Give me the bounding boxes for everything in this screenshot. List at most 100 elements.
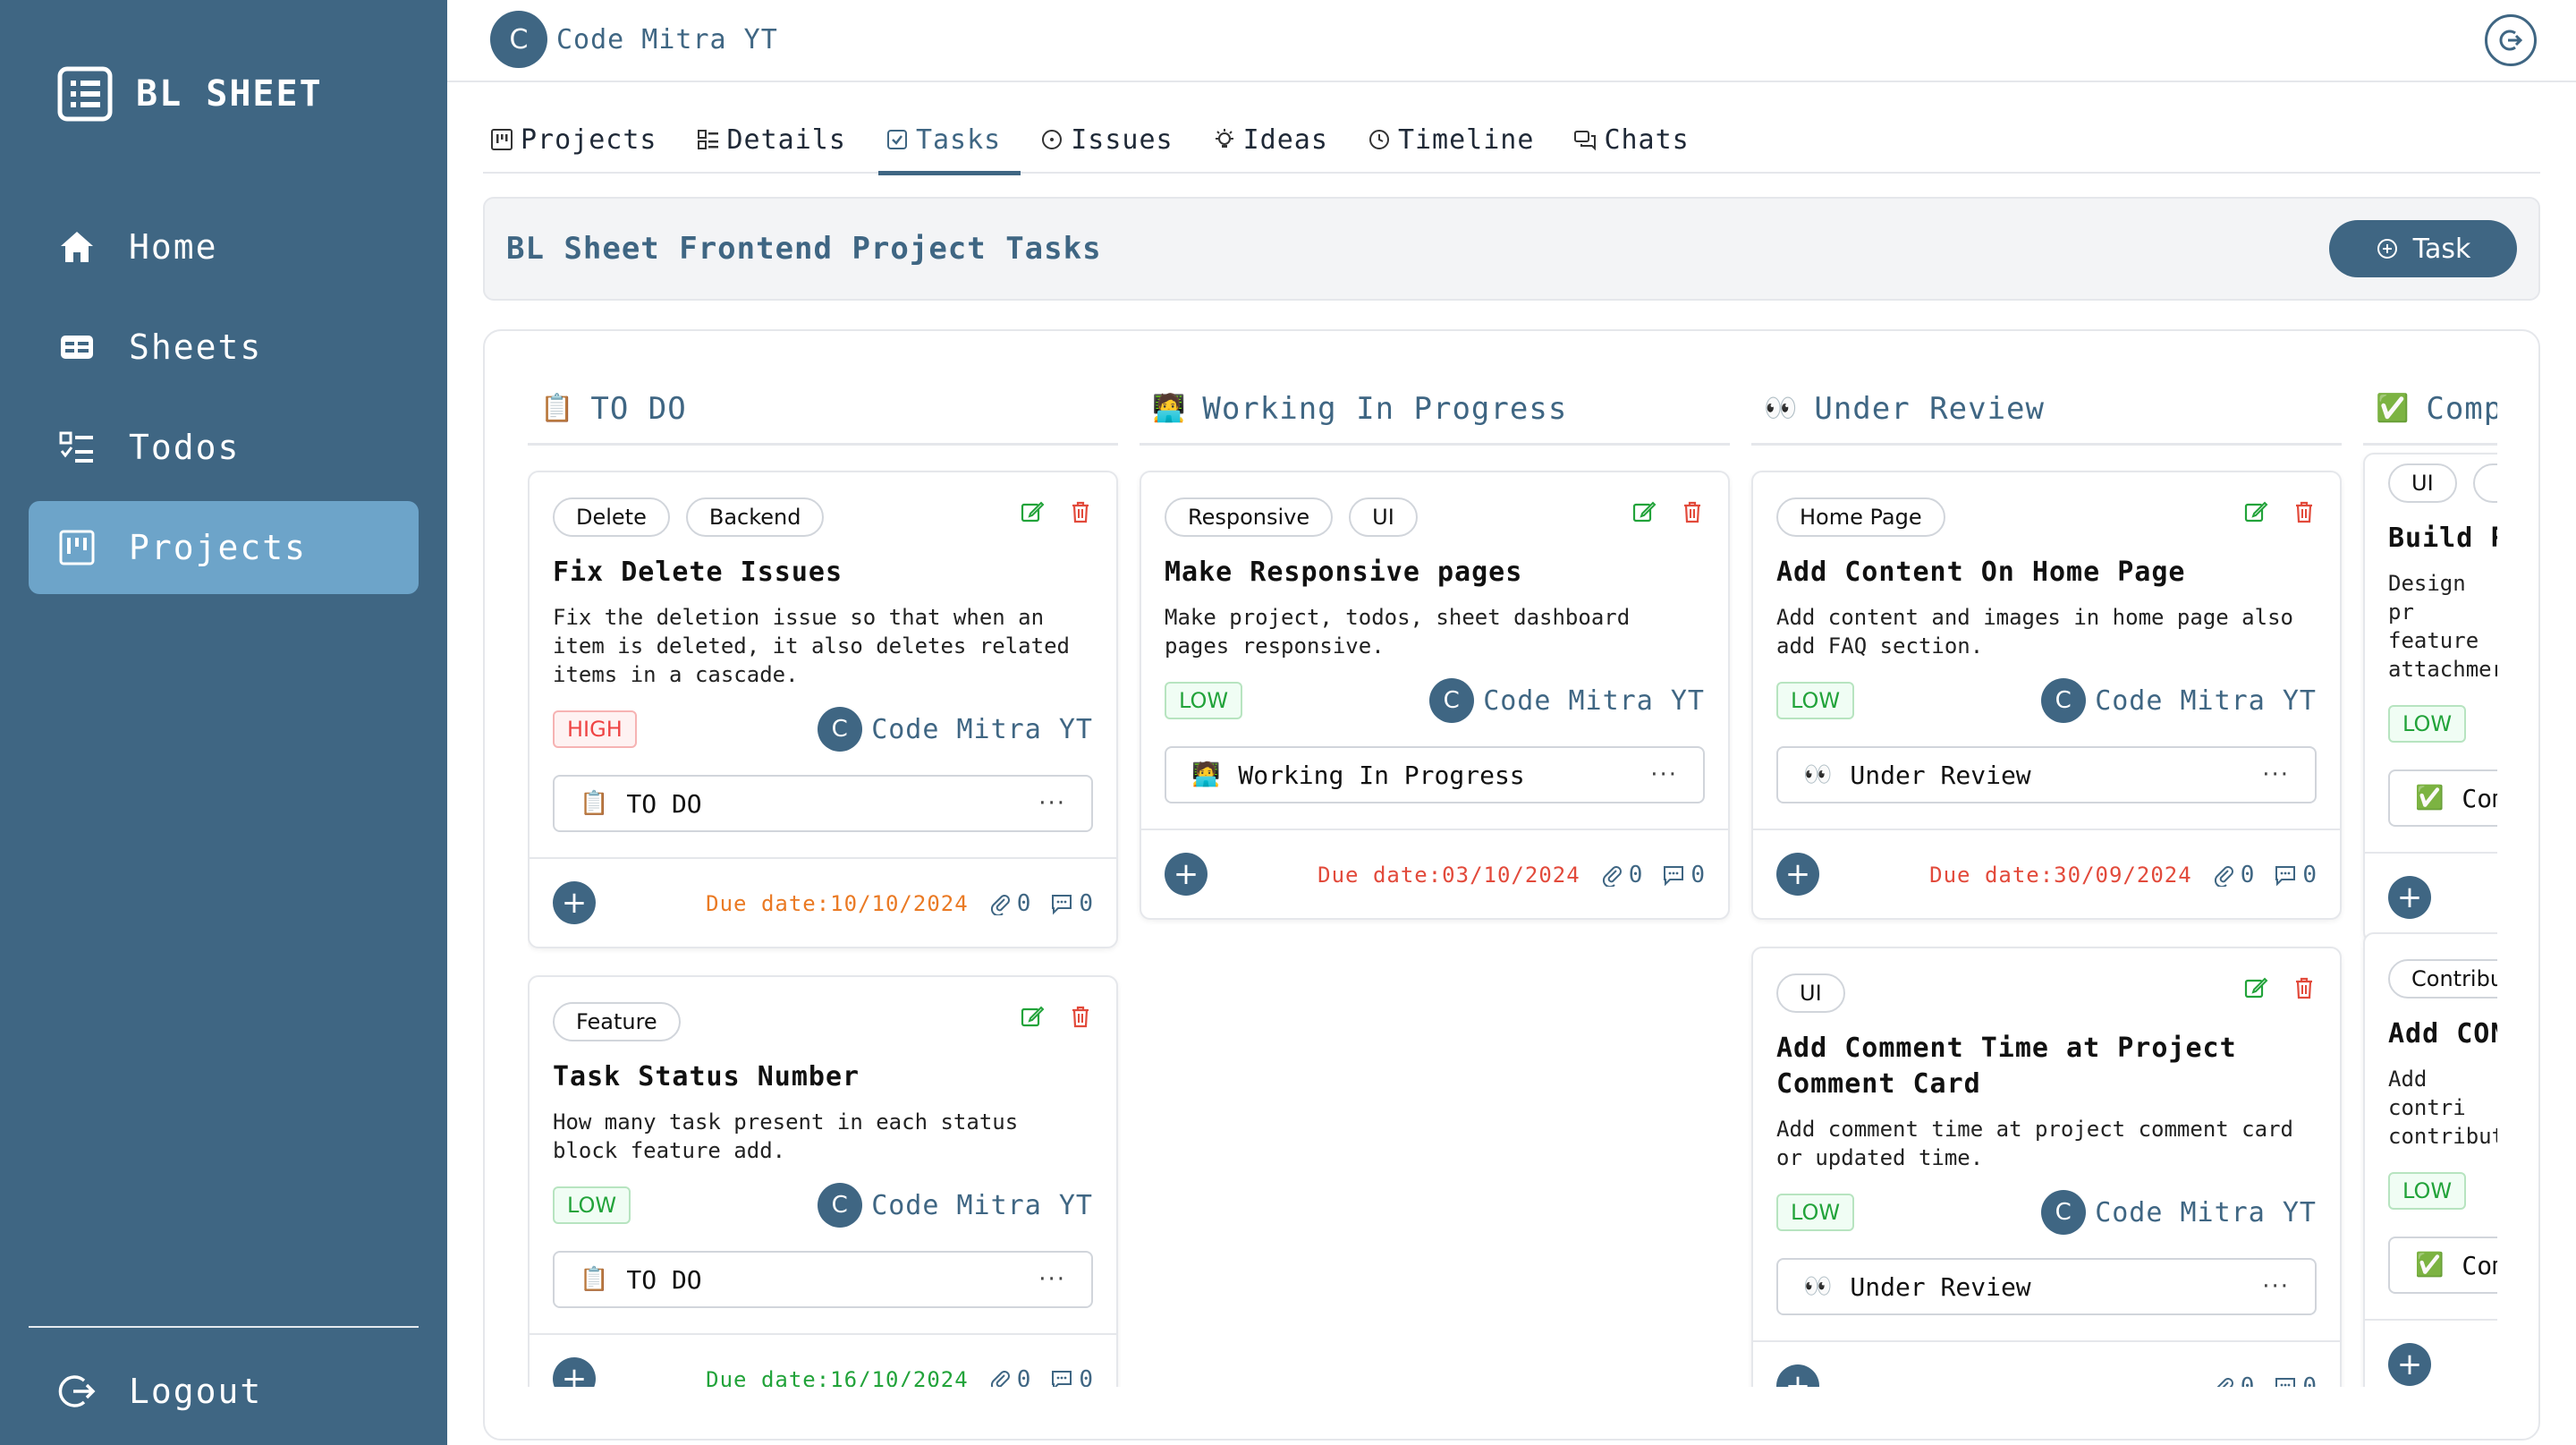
tab-details[interactable]: Details — [690, 106, 866, 174]
status-value: Com — [2462, 783, 2497, 813]
attachment-count[interactable]: 0 — [2212, 1373, 2254, 1387]
task-description: Design pr feature attachmer — [2388, 571, 2497, 682]
task-card[interactable]: Contribu Add CON Add contri contribut LO… — [2363, 932, 2497, 1387]
priority-badge: LOW — [553, 1186, 631, 1224]
assignee[interactable]: C Code Mitra YT — [2041, 678, 2317, 723]
main-content: C Code Mitra YT Projects Details Tasks I… — [447, 0, 2576, 1445]
brand-name: BL SHEET — [136, 73, 323, 115]
tab-label: Tasks — [915, 123, 1002, 156]
add-subtask-button[interactable]: + — [1776, 1364, 1819, 1387]
status-select[interactable]: 📋 TO DO ··· — [553, 775, 1093, 832]
comment-count[interactable]: 0 — [1050, 1366, 1093, 1387]
tasks-header: BL Sheet Frontend Project Tasks Task — [483, 197, 2540, 301]
logout-button[interactable]: Logout — [57, 1360, 262, 1423]
tab-label: Timeline — [1397, 123, 1535, 156]
sidebar-item-sheets[interactable]: Sheets — [29, 301, 419, 394]
tab-projects[interactable]: Projects — [483, 106, 677, 174]
assignee[interactable]: C Code Mitra YT — [818, 707, 1093, 752]
eyes-icon: 👀 — [1803, 1273, 1833, 1300]
projects-icon — [59, 530, 95, 565]
sheet-logo-icon — [57, 66, 113, 122]
tag-pill: Feature — [553, 1002, 681, 1041]
tab-timeline[interactable]: Timeline — [1360, 106, 1555, 174]
avatar: C — [818, 1183, 863, 1228]
task-card[interactable]: Delete Backend Fix Delete Issues Fix the… — [528, 471, 1118, 948]
edit-icon[interactable] — [1631, 499, 1657, 524]
topbar: C Code Mitra YT — [447, 0, 2576, 82]
exit-icon — [2499, 30, 2523, 51]
task-description: Add content and images in home page also… — [1776, 605, 2293, 659]
task-card[interactable]: UI Add Comment Time at Project Comment C… — [1751, 947, 2342, 1387]
assignee-name: Code Mitra YT — [871, 713, 1093, 745]
comment-count[interactable]: 0 — [1662, 862, 1705, 888]
user-chip[interactable]: C Code Mitra YT — [490, 11, 778, 68]
add-subtask-button[interactable]: + — [553, 881, 596, 924]
brand[interactable]: BL SHEET — [57, 66, 323, 122]
assignee-name: Code Mitra YT — [871, 1189, 1093, 1221]
add-subtask-button[interactable]: + — [553, 1357, 596, 1387]
attachment-count[interactable]: 0 — [988, 890, 1030, 917]
attachment-count[interactable]: 0 — [1600, 862, 1642, 888]
status-select[interactable]: ✅ Com — [2388, 1237, 2497, 1294]
check-mark-icon: ✅ — [2415, 785, 2445, 812]
add-subtask-button[interactable]: + — [1165, 853, 1208, 896]
edit-icon[interactable] — [2243, 499, 2268, 524]
task-card[interactable]: UI I Build P Design pr feature attachmer… — [2363, 453, 2497, 943]
attachment-count[interactable]: 0 — [988, 1366, 1030, 1387]
comment-count[interactable]: 0 — [1050, 890, 1093, 917]
tab-label: Details — [726, 123, 846, 156]
sidebar-item-todos[interactable]: Todos — [29, 401, 419, 494]
assignee[interactable]: C Code Mitra YT — [818, 1183, 1093, 1228]
status-select[interactable]: 📋 TO DO ··· — [553, 1251, 1093, 1308]
edit-icon[interactable] — [1020, 499, 1045, 524]
comment-count[interactable]: 0 — [2274, 862, 2317, 888]
clipboard-icon: 📋 — [580, 1266, 609, 1293]
add-task-button[interactable]: Task — [2329, 220, 2517, 277]
tag-pill: Contribu — [2388, 959, 2497, 999]
eyes-icon: 👀 — [1764, 393, 1799, 424]
column-header: ✅ Compl — [2363, 374, 2497, 446]
task-description: Add comment time at project comment card… — [1776, 1117, 2293, 1170]
status-select[interactable]: 🧑‍💻 Working In Progress ··· — [1165, 746, 1705, 803]
task-card[interactable]: Feature Task Status Number How many task… — [528, 975, 1118, 1387]
sidebar-item-projects[interactable]: Projects — [29, 501, 419, 594]
tag-pill: Delete — [553, 497, 670, 537]
tag-pill: I — [2472, 463, 2497, 503]
status-value: Com — [2462, 1250, 2497, 1280]
edit-icon[interactable] — [1020, 1004, 1045, 1029]
status-value: Working In Progress — [1238, 760, 1525, 790]
add-subtask-button[interactable]: + — [2388, 876, 2431, 919]
delete-icon[interactable] — [1680, 499, 1705, 524]
exit-button[interactable] — [2485, 14, 2537, 66]
task-card[interactable]: Home Page Add Content On Home Page Add c… — [1751, 471, 2342, 920]
status-select[interactable]: 👀 Under Review ··· — [1776, 746, 2317, 803]
add-subtask-button[interactable]: + — [2388, 1343, 2431, 1386]
tab-tasks[interactable]: Tasks — [877, 106, 1021, 175]
tab-issues[interactable]: Issues — [1033, 106, 1192, 174]
status-select[interactable]: ✅ Com — [2388, 769, 2497, 827]
sidebar-item-home[interactable]: Home — [29, 200, 419, 293]
clipboard-icon: 📋 — [540, 393, 575, 424]
tab-ideas[interactable]: Ideas — [1206, 106, 1348, 174]
delete-icon[interactable] — [2292, 975, 2317, 1000]
task-title: Fix Delete Issues — [553, 557, 843, 588]
delete-icon[interactable] — [2292, 499, 2317, 524]
assignee[interactable]: C Code Mitra YT — [1429, 678, 1705, 723]
delete-icon[interactable] — [1068, 1004, 1093, 1029]
status-value: TO DO — [626, 1264, 702, 1295]
comment-count[interactable]: 0 — [2274, 1373, 2317, 1387]
sheets-icon — [61, 336, 93, 359]
add-subtask-button[interactable]: + — [1776, 853, 1819, 896]
attachment-count[interactable]: 0 — [2212, 862, 2254, 888]
task-card[interactable]: Responsive UI Make Responsive pages Make… — [1140, 471, 1730, 920]
tab-chats[interactable]: Chats — [1566, 106, 1708, 174]
column-header: 📋 TO DO — [528, 374, 1118, 446]
task-description: Make project, todos, sheet dashboard pag… — [1165, 605, 1631, 659]
avatar: C — [2041, 678, 2087, 723]
assignee[interactable]: C Code Mitra YT — [2041, 1190, 2317, 1235]
eyes-icon: 👀 — [1803, 761, 1833, 788]
edit-icon[interactable] — [2243, 975, 2268, 1000]
status-select[interactable]: 👀 Under Review ··· — [1776, 1258, 2317, 1315]
user-name: Code Mitra YT — [556, 23, 778, 55]
delete-icon[interactable] — [1068, 499, 1093, 524]
